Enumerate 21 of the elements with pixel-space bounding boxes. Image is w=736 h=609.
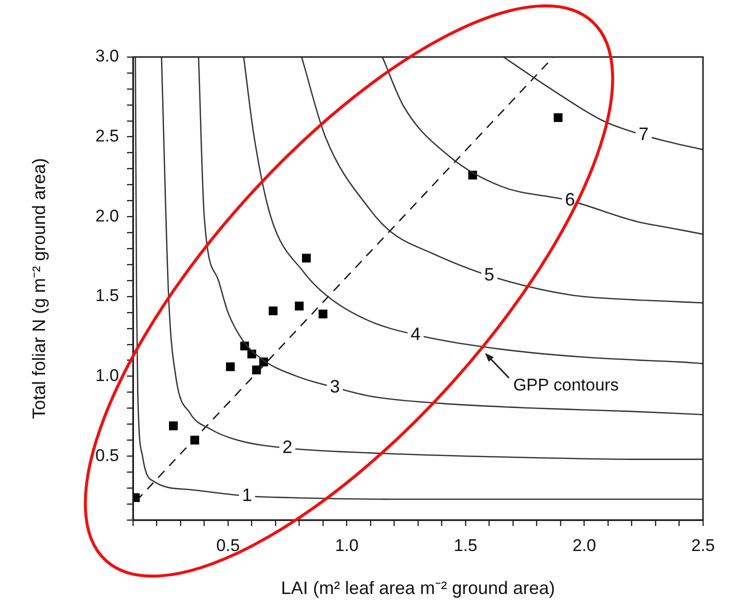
x-tick-label: 2.0 — [572, 536, 596, 555]
y-tick-label: 1.5 — [95, 286, 119, 306]
y-tick-label: 2.0 — [95, 206, 119, 226]
series-label: 5 — [484, 264, 494, 285]
series-label: 1 — [242, 485, 252, 506]
x-tick-label: 1.5 — [454, 536, 478, 555]
x-tick-label: 0.5 — [216, 536, 240, 555]
y-tick-label: 1.0 — [95, 366, 119, 385]
x-tick-label: 2.5 — [691, 536, 715, 555]
series-label: 4 — [410, 324, 421, 344]
x-axis-title: LAI (m² leaf area m⁻² ground area) — [280, 578, 556, 598]
series-label: 7 — [638, 124, 649, 144]
y-tick-label: 3.0 — [95, 46, 119, 66]
series-label: 3 — [330, 376, 340, 396]
series-label: 2 — [282, 437, 292, 458]
y-tick-label: 0.5 — [95, 446, 119, 465]
series-label: 6 — [564, 190, 576, 210]
y-tick-label: 2.5 — [95, 126, 119, 146]
x-tick-label: 1.0 — [334, 536, 359, 555]
y-axis-title: Total foliar N (g m⁻² ground area) — [28, 158, 49, 420]
annotation: GPP contours — [513, 375, 619, 394]
